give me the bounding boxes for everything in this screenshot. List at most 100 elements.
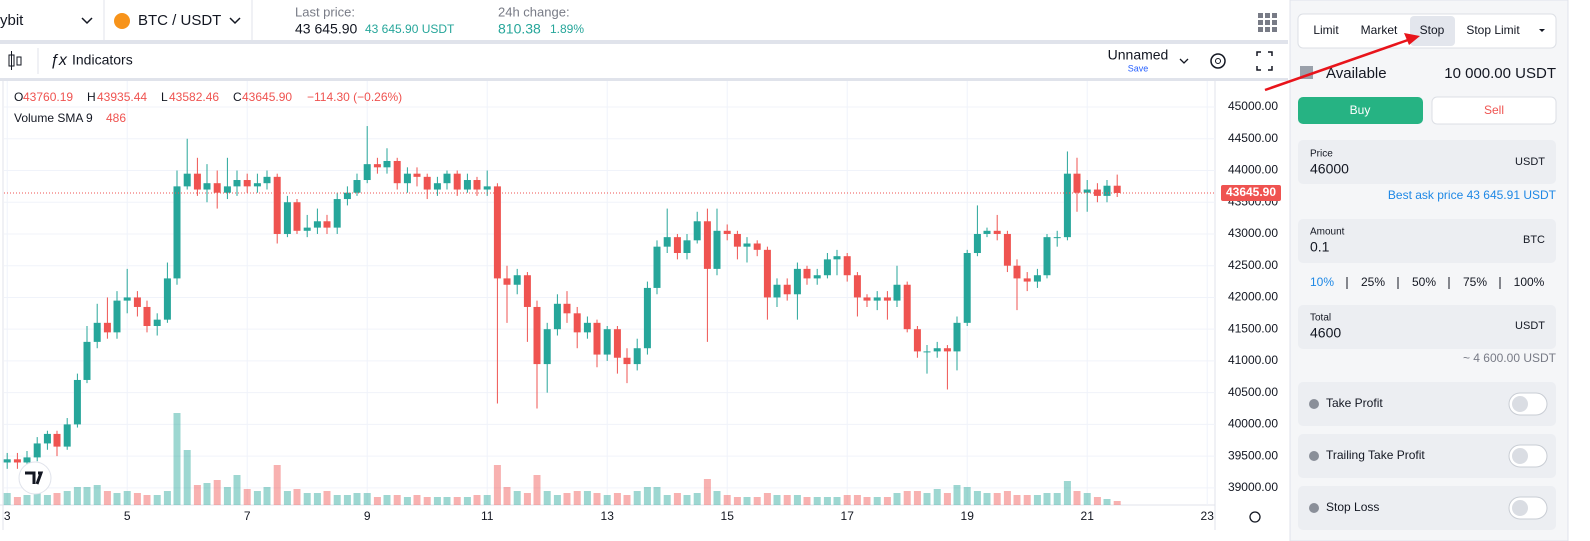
volume-bar xyxy=(473,495,481,505)
fx-icon[interactable]: ƒx xyxy=(50,52,68,69)
x-tick-label: 17 xyxy=(841,509,855,523)
volume-bar xyxy=(723,495,731,505)
candle-body xyxy=(643,287,651,349)
chevron[interactable] xyxy=(1179,58,1189,64)
candle-body xyxy=(1093,189,1101,196)
candle-body xyxy=(463,180,471,190)
sell-button[interactable] xyxy=(1431,96,1557,125)
volume-bar xyxy=(623,495,631,505)
volume-bar xyxy=(1073,491,1081,505)
candle-body xyxy=(633,348,641,365)
candle-body xyxy=(773,284,781,298)
candle-body xyxy=(343,192,351,200)
candle-body xyxy=(653,246,661,288)
volume-bar xyxy=(263,487,271,505)
candle-body xyxy=(803,268,811,279)
toggle-knob xyxy=(1512,500,1528,516)
candle-body xyxy=(573,313,581,333)
x-tick-label: 3 xyxy=(4,509,11,523)
grid-icon[interactable] xyxy=(1258,13,1277,32)
volume-bar xyxy=(283,491,291,505)
candle-body xyxy=(483,186,491,190)
chevron[interactable] xyxy=(81,17,93,25)
volume-bar xyxy=(493,465,501,505)
total-field[interactable] xyxy=(1298,305,1556,349)
percent[interactable]: 50% xyxy=(1412,275,1436,289)
candle-body xyxy=(553,303,561,330)
candle-body xyxy=(953,322,961,352)
candle-body xyxy=(23,457,31,463)
candle-body xyxy=(1103,185,1111,196)
volume-bar xyxy=(323,491,331,505)
field-label: Total xyxy=(1310,313,1331,324)
candle-body xyxy=(713,230,721,269)
volume-bar xyxy=(1093,497,1101,505)
buy-button[interactable] xyxy=(1298,97,1423,124)
candle-body xyxy=(793,268,801,295)
candle-body xyxy=(263,176,271,184)
volume-bar xyxy=(1113,501,1121,505)
volume-bar xyxy=(883,497,891,505)
percent[interactable]: 75% xyxy=(1463,275,1487,289)
volume-bar xyxy=(873,497,881,505)
y-tick-label: 45000.00 xyxy=(1228,99,1278,113)
candle-body xyxy=(373,164,381,168)
candle-body xyxy=(603,329,611,355)
axis-settings[interactable] xyxy=(1249,511,1261,523)
candle-body xyxy=(163,278,171,320)
fullscreen-icon[interactable] xyxy=(1256,51,1273,71)
settings-icon[interactable] xyxy=(1210,53,1226,69)
last-price-usdt: 43 645.90 USDT xyxy=(365,22,455,36)
candle-body xyxy=(933,348,941,352)
price-field[interactable] xyxy=(1298,140,1556,184)
y-tick-label: 40500.00 xyxy=(1228,385,1278,399)
percent[interactable]: 100% xyxy=(1514,275,1545,289)
candle-body xyxy=(73,379,81,425)
volume-bar xyxy=(583,491,591,505)
candle-body xyxy=(133,297,141,307)
candle-body xyxy=(563,303,571,314)
chevron[interactable] xyxy=(229,17,241,25)
volume-bar xyxy=(983,493,991,505)
best-ask[interactable]: Best ask price 43 645.91 USDT xyxy=(1388,188,1557,202)
pair[interactable]: BTC / USDT xyxy=(138,12,221,29)
volume-bar xyxy=(933,489,941,505)
x-tick-label: 9 xyxy=(364,509,371,523)
volume-bar xyxy=(53,493,61,505)
tab[interactable]: Stop Limit xyxy=(1466,23,1520,37)
amount-field[interactable] xyxy=(1298,219,1556,263)
layout-name[interactable]: Unnamed xyxy=(1108,47,1169,63)
field-unit: USDT xyxy=(1515,156,1545,168)
tab[interactable]: Market xyxy=(1361,23,1398,37)
ohlc-label: H xyxy=(87,90,96,104)
tab-more[interactable] xyxy=(1539,29,1545,32)
settings-icon-core xyxy=(1215,58,1221,64)
candle-icon[interactable] xyxy=(8,51,22,70)
tab[interactable]: Stop xyxy=(1420,23,1445,37)
y-tick-label: 41000.00 xyxy=(1228,353,1278,367)
volume-bar xyxy=(733,497,741,505)
volume-bar xyxy=(503,487,511,505)
candle-body xyxy=(273,176,281,234)
tab[interactable]: Limit xyxy=(1313,23,1339,37)
candle-body xyxy=(993,230,1001,234)
indicators[interactable]: Indicators xyxy=(72,52,133,68)
volume-bar xyxy=(533,475,541,505)
volume-bar xyxy=(833,497,841,505)
volume-bar xyxy=(1003,491,1011,505)
candle-body xyxy=(1013,265,1021,279)
candle-body xyxy=(413,173,421,177)
candle-body xyxy=(443,173,451,184)
y-tick-label: 40000.00 xyxy=(1228,417,1278,431)
percent[interactable]: 10% xyxy=(1310,275,1334,289)
save[interactable]: Save xyxy=(1128,63,1149,73)
volume-bar xyxy=(943,493,951,505)
volume-bar xyxy=(23,495,31,505)
volume-bar xyxy=(1053,493,1061,505)
candle-body xyxy=(183,173,191,187)
info-icon xyxy=(1309,503,1319,513)
percent[interactable]: 25% xyxy=(1361,275,1385,289)
candle-body xyxy=(403,173,411,184)
volume-bar xyxy=(653,487,661,505)
